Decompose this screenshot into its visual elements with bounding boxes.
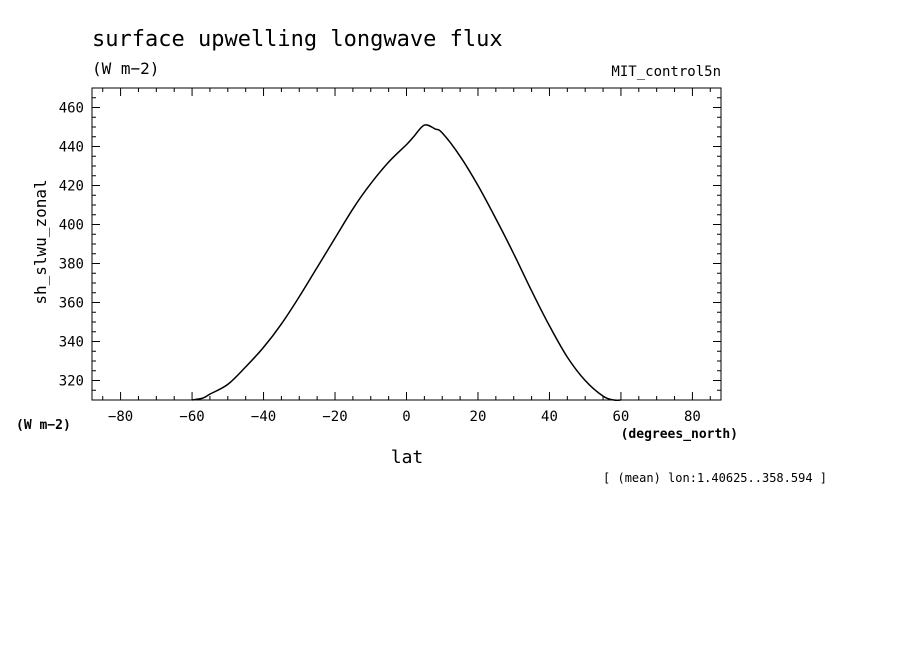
y-tick-label: 340 — [59, 335, 84, 351]
y-axis-label: sh_slwu_zonal — [31, 179, 50, 304]
y-tick-labels: 320 340 360 380 400 420 440 460 — [59, 101, 84, 390]
dataset-label: MIT_control5n — [611, 64, 721, 80]
y-tick-label: 400 — [59, 218, 84, 234]
y-axis-units: (W m−2) — [16, 418, 71, 433]
x-tick-label: −20 — [322, 409, 347, 425]
y-tick-label: 460 — [59, 101, 84, 117]
x-tick-label: −80 — [108, 409, 133, 425]
x-tick-labels: −80 −60 −40 −20 0 20 40 60 80 — [108, 409, 701, 425]
chart-title: surface upwelling longwave flux — [92, 27, 503, 52]
plot-frame — [91, 87, 722, 401]
x-tick-label: 60 — [613, 409, 630, 425]
x-tick-label: −60 — [179, 409, 204, 425]
axis-ticks — [92, 88, 721, 400]
x-tick-label: 80 — [684, 409, 701, 425]
y-tick-label: 440 — [59, 140, 84, 156]
y-tick-label: 320 — [59, 374, 84, 390]
x-tick-label: −40 — [251, 409, 276, 425]
x-axis-units: (degrees_north) — [621, 427, 738, 442]
y-tick-label: 380 — [59, 257, 84, 273]
y-tick-label: 420 — [59, 179, 84, 195]
x-tick-label: 20 — [470, 409, 487, 425]
y-tick-label: 360 — [59, 296, 84, 312]
chart-units: (W m−2) — [92, 59, 159, 78]
footnote: [ (mean) lon:1.40625..358.594 ] — [603, 471, 827, 485]
x-axis-label: lat — [391, 447, 424, 468]
series-line — [191, 124, 621, 402]
x-tick-label: 0 — [402, 409, 410, 425]
x-tick-label: 40 — [541, 409, 558, 425]
